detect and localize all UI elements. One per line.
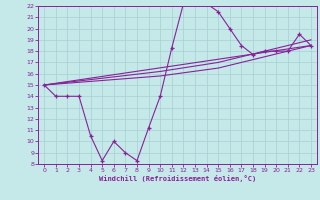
- X-axis label: Windchill (Refroidissement éolien,°C): Windchill (Refroidissement éolien,°C): [99, 175, 256, 182]
